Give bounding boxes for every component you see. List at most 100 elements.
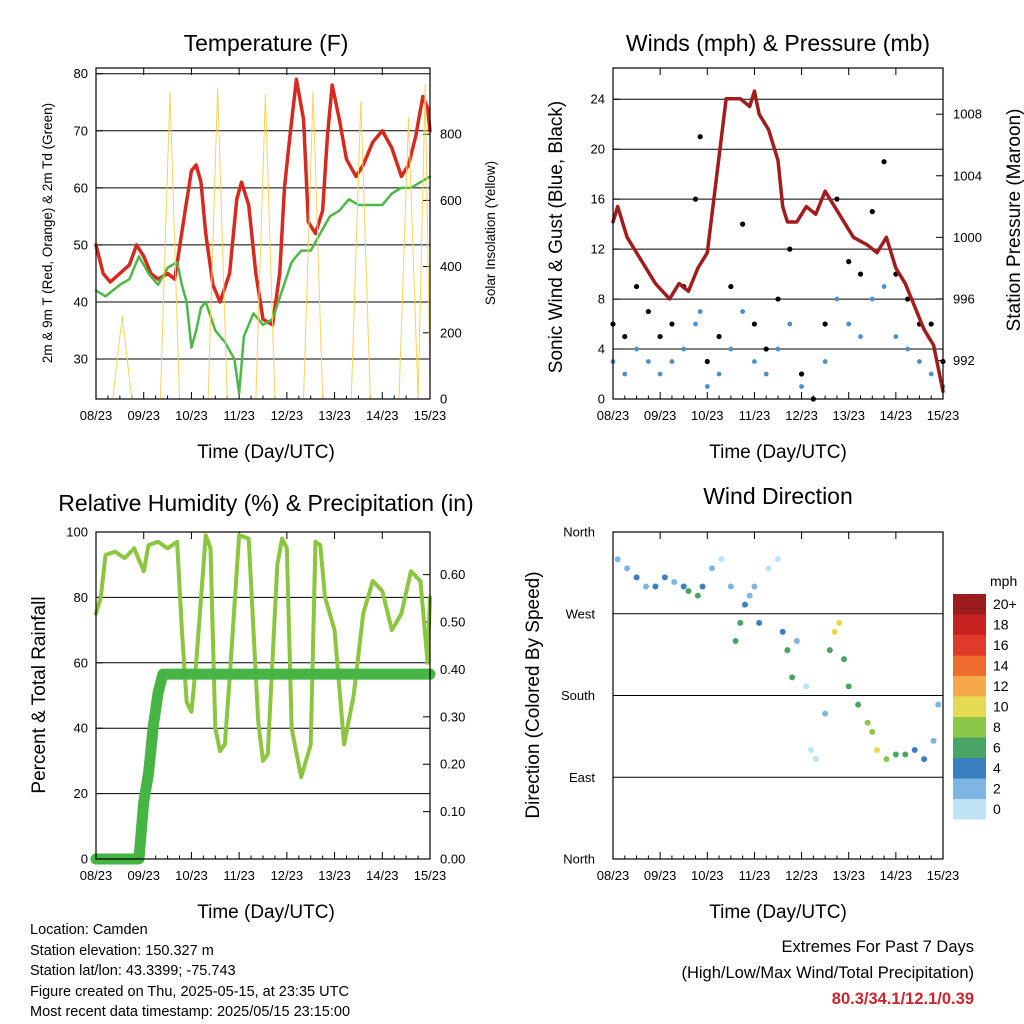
humidity-x-tick-label: 12/23 <box>271 868 304 883</box>
winds-point-gust <box>740 221 746 227</box>
winds-point-gust <box>857 271 864 277</box>
humidity-x-tick-label: 14/23 <box>366 868 399 883</box>
winds-point-gust <box>846 259 852 265</box>
winddir-point-wind-direction <box>855 701 862 708</box>
created-text: Figure created on Thu, 2025-05-15, at 23… <box>30 983 349 1000</box>
winddir-point-wind-direction <box>671 578 678 585</box>
winddir-point-wind-direction <box>869 728 876 735</box>
winddir-point-wind-direction <box>727 583 734 590</box>
winds-point-sonic-wind <box>763 371 769 377</box>
winds-x-tick-label: 08/23 <box>597 408 630 423</box>
winddir-point-wind-direction <box>836 619 843 626</box>
temperature-plot-area: 08/23 09/23 10/23 11/23 12/23 13/23 14/23 15/23… <box>74 66 462 423</box>
winddir-y-tick-label: North <box>563 852 595 867</box>
winds-point-gust <box>869 209 875 215</box>
winds-point-gust <box>928 321 934 327</box>
temperature-y-tick-label: 70 <box>74 123 88 138</box>
humidity-series-total-rainfall <box>90 668 436 865</box>
humidity-y-tick-label: 20 <box>74 786 88 801</box>
extremes-values: 80.3/34.1/12.1/0.39 <box>831 990 974 1008</box>
winds-y2-tick-label: 1004 <box>953 168 982 183</box>
winds-x-tick-label: 09/23 <box>644 408 677 423</box>
winddir-point-wind-direction <box>661 574 668 581</box>
temperature-y2-tick-label: 0 <box>440 392 447 407</box>
humidity-x-tick-label: 15/23 <box>414 868 447 883</box>
temperature-y-tick-label: 80 <box>74 66 88 81</box>
winddir-x-tick-label: 15/23 <box>927 868 960 883</box>
colorbar-swatch <box>953 758 986 779</box>
winddir-point-wind-direction <box>911 747 918 753</box>
temperature-y-tick-label: 50 <box>74 237 88 252</box>
humidity-y-tick-label: 40 <box>74 721 88 736</box>
winds-point-sonic-wind <box>752 359 757 364</box>
humidity-x-tick-label: 10/23 <box>175 868 208 883</box>
winddir-point-wind-direction <box>624 565 631 572</box>
winds-point-gust <box>798 371 805 377</box>
colorbar-swatch <box>953 737 986 758</box>
humidity-title: Relative Humidity (%) & Precipitation (i… <box>58 490 473 516</box>
winds-point-sonic-wind <box>645 359 651 364</box>
winds-point-sonic-wind <box>693 321 698 327</box>
winddir-point-wind-direction <box>808 747 814 753</box>
winds-point-gust <box>633 283 640 290</box>
winddir-point-wind-direction <box>685 588 692 595</box>
winddir-point-wind-direction <box>756 619 763 626</box>
station-info: Location: Camden Station elevation: 150.… <box>30 920 350 1023</box>
winds-point-sonic-wind <box>622 371 628 377</box>
winddir-point-wind-direction <box>921 756 928 763</box>
humidity-xlabel: Time (Day/UTC) <box>197 902 335 923</box>
winddir-point-wind-direction <box>845 683 852 690</box>
winddir-point-wind-direction <box>930 737 937 744</box>
winddir-xlabel: Time (Day/UTC) <box>709 902 847 923</box>
humidity-y2-tick-label: 0.50 <box>440 615 465 630</box>
winds-point-gust <box>787 246 793 252</box>
humidity-y2-tick-label: 0.60 <box>440 567 465 582</box>
winddir-x-tick-label: 10/23 <box>691 868 724 883</box>
humidity-y2-tick-label: 0.30 <box>440 709 465 724</box>
winds-point-sonic-wind <box>681 346 687 352</box>
winddir-point-wind-direction <box>935 701 942 708</box>
temperature-x-tick-label: 13/23 <box>318 408 351 423</box>
humidity-y2-tick-label: 0.20 <box>440 757 465 772</box>
winds-plot-area: 08/23 09/23 10/23 11/23 12/23 13/23 14/23 15/23… <box>591 68 982 423</box>
temperature-title: Temperature (F) <box>184 30 349 56</box>
panel-wind-direction: Wind Direction 08/23 09/23 10/23 11/23 12/23… <box>523 483 1017 923</box>
extremes-summary: Extremes For Past 7 Days (High/Low/Max W… <box>681 934 974 1012</box>
winds-point-gust <box>834 196 840 202</box>
temperature-y2-tick-label: 600 <box>440 193 462 208</box>
temperature-y2-tick-label: 200 <box>440 325 462 340</box>
temperature-x-tick-label: 09/23 <box>127 408 160 423</box>
winds-point-sonic-wind <box>669 359 675 364</box>
winds-point-sonic-wind <box>634 346 639 352</box>
winddir-point-wind-direction <box>883 756 890 763</box>
winds-point-sonic-wind <box>846 321 852 327</box>
recent-data-text: Most recent data timestamp: 2025/05/15 2… <box>30 1004 351 1020</box>
winddir-point-wind-direction <box>892 751 899 758</box>
winds-series-station-pressure <box>611 89 945 394</box>
winddir-x-tick-label: 11/23 <box>739 868 771 883</box>
colorbar-label: 12 <box>993 678 1009 694</box>
speed-colorbar: mph 20+ 18 16 14 12 10 8 6 4 2 0 <box>953 573 1017 820</box>
winddir-point-wind-direction <box>737 619 744 626</box>
winds-point-gust <box>716 333 722 340</box>
winds-point-sonic-wind <box>822 359 828 364</box>
temperature-xlabel: Time (Day/UTC) <box>197 442 335 463</box>
humidity-y2-tick-label: 0.00 <box>440 852 465 867</box>
colorbar-label: 16 <box>993 637 1009 653</box>
elevation-text: Station elevation: 150.327 m <box>30 942 214 959</box>
colorbar-label: 6 <box>993 740 1001 756</box>
humidity-series-relative-humidity <box>94 533 432 780</box>
winds-point-gust <box>881 159 887 165</box>
winds-y-tick-label: 16 <box>591 192 605 207</box>
humidity-y-tick-label: 80 <box>74 590 88 605</box>
winddir-point-wind-direction <box>779 628 786 635</box>
humidity-y-tick-label: 100 <box>66 525 88 540</box>
winddir-point-wind-direction <box>699 583 706 590</box>
temperature-y2-tick-label: 800 <box>440 127 462 142</box>
temperature-y-tick-label: 60 <box>74 180 88 195</box>
temperature-y-tick-label: 40 <box>74 294 88 309</box>
winds-point-gust <box>751 321 758 327</box>
winds-point-sonic-wind <box>858 334 863 339</box>
winddir-point-wind-direction <box>864 719 871 726</box>
